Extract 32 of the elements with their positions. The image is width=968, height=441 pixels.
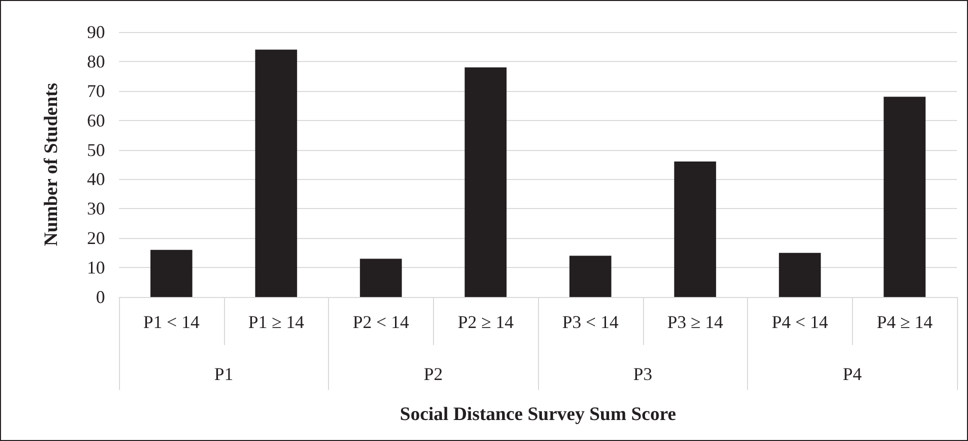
y-tick-label: 40 — [87, 169, 105, 190]
bar — [569, 256, 612, 297]
bar — [150, 250, 192, 297]
x-tick-label: P2 < 14 — [352, 312, 409, 332]
y-tick-label: 80 — [87, 51, 105, 72]
x-axis-title: Social Distance Survey Sum Score — [400, 404, 676, 425]
y-tick-label: 50 — [87, 140, 105, 160]
x-tick-label: P1 < 14 — [143, 312, 200, 332]
bar — [674, 162, 716, 297]
x-tick-label: P2 ≥ 14 — [458, 312, 514, 332]
x-tick-label: P3 ≥ 14 — [667, 312, 724, 332]
bar — [884, 96, 926, 297]
x-tick-label: P4 ≥ 14 — [876, 312, 933, 332]
bar — [464, 67, 507, 297]
bar — [778, 252, 821, 297]
y-tick-label: 0 — [96, 287, 105, 307]
text: P4 — [842, 364, 862, 384]
y-tick-label: 90 — [87, 22, 105, 42]
y-tick-label: 20 — [87, 228, 105, 248]
bar — [360, 258, 402, 297]
y-tick-label: 60 — [87, 110, 105, 130]
bar — [255, 50, 298, 297]
x-tick-label: P4 < 14 — [772, 312, 828, 332]
y-axis-title: Number of Students — [41, 82, 62, 246]
text: P3 — [633, 364, 652, 384]
y-tick-label: 10 — [87, 258, 105, 278]
y-tick-label: 30 — [87, 198, 105, 219]
x-tick-label: P1 ≥ 14 — [248, 312, 304, 332]
text: P2 — [424, 364, 443, 384]
x-tick-label: P3 < 14 — [562, 312, 618, 332]
text: P1 — [214, 364, 234, 384]
y-tick-label: 70 — [87, 80, 105, 101]
